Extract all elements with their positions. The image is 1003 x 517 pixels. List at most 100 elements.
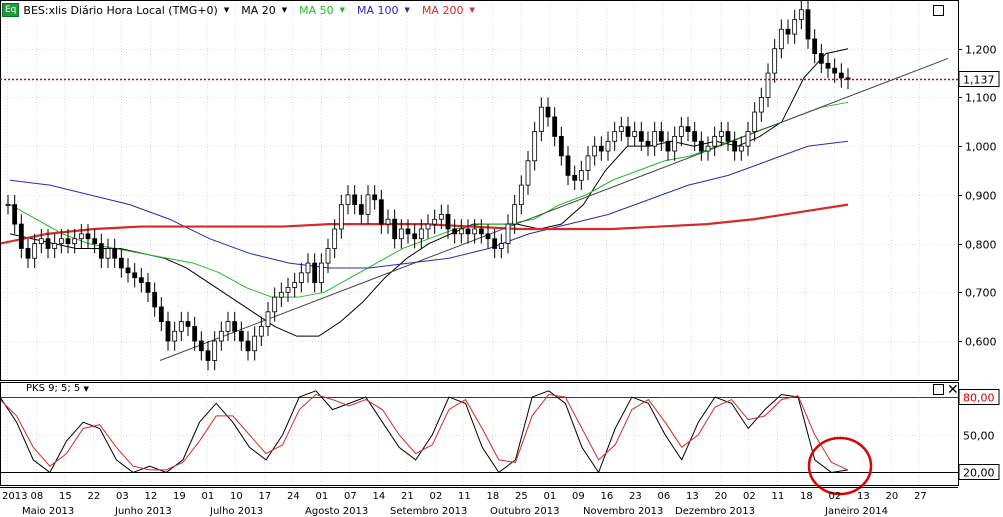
candle [358, 194, 364, 225]
candle-body [445, 213, 451, 230]
candle [265, 302, 271, 337]
candle-body [372, 194, 378, 201]
candle [298, 263, 304, 293]
candle [112, 238, 118, 268]
candle [132, 263, 138, 288]
candle [592, 136, 598, 166]
candle-body [658, 131, 664, 142]
candle [245, 331, 251, 361]
x-day-label: 16 [601, 491, 614, 502]
candle [572, 165, 578, 190]
candle [145, 272, 151, 303]
candle [285, 277, 291, 303]
candle [418, 219, 424, 249]
oscillator-label[interactable]: PKS 9; 5; 5 [26, 383, 81, 394]
candle [612, 121, 618, 152]
candle-body [758, 97, 764, 113]
maximize-icon[interactable] [933, 384, 944, 395]
ma200-label[interactable]: MA 200 [421, 3, 464, 17]
candle-body [72, 238, 78, 244]
x-day-label: 13 [686, 491, 699, 502]
candle [345, 185, 351, 215]
candle-body [332, 228, 338, 249]
x-month-label: Julho 2013 [209, 506, 263, 517]
y-tick-label: 0,600 [965, 336, 997, 349]
chevron-down-icon[interactable]: ▼ [404, 6, 410, 14]
candle-body [58, 238, 64, 244]
candle-body [538, 106, 544, 132]
candle [798, 0, 804, 30]
candle-body [192, 326, 198, 342]
x-day-label: 10 [230, 491, 243, 502]
x-day-label: 01 [544, 491, 557, 502]
candle-body [565, 155, 571, 176]
candle-body [838, 72, 844, 79]
x-day-label: 25 [515, 491, 528, 502]
candle-body [772, 48, 778, 74]
candle [498, 233, 504, 259]
candle [32, 233, 38, 268]
y-tick-label: 1,100 [965, 92, 997, 105]
candle-body [45, 238, 51, 249]
candle-body [38, 238, 44, 244]
candle [805, 0, 811, 49]
candle [545, 97, 551, 127]
close-icon[interactable]: ✕ [947, 382, 959, 398]
chevron-down-icon[interactable]: ▼ [469, 6, 475, 14]
candle [118, 248, 124, 278]
osc-k-line [0, 390, 849, 474]
candle-body [425, 223, 431, 230]
candle-body [52, 243, 58, 249]
candle-body [405, 228, 411, 235]
candle [478, 219, 484, 244]
candle [318, 253, 324, 293]
chevron-down-icon[interactable]: ▼ [281, 6, 288, 14]
candle-body [705, 145, 711, 152]
candle [678, 116, 684, 147]
instrument-badge: Eq [2, 3, 20, 17]
candle-body [325, 248, 331, 264]
candle-body [585, 155, 591, 171]
chevron-down-icon[interactable]: ▼ [223, 6, 230, 14]
candle-body [205, 350, 211, 361]
x-month-label: Outubro 2013 [490, 506, 559, 517]
candle [292, 272, 298, 298]
candle-body [692, 131, 698, 142]
candle-body [5, 204, 11, 207]
x-day-label: 07 [344, 491, 357, 502]
candle [738, 136, 744, 161]
candle [758, 87, 764, 122]
maximize-icon[interactable] [933, 5, 944, 16]
candle [785, 19, 791, 44]
candle-body [672, 136, 678, 152]
candle [725, 121, 731, 152]
candle [425, 214, 431, 239]
candle-body [545, 106, 551, 118]
candle [825, 53, 831, 78]
ma50-label[interactable]: MA 50 [299, 3, 334, 17]
x-day-label: 19 [173, 491, 186, 502]
candle-body [172, 330, 178, 342]
x-day-label: 02 [430, 491, 443, 502]
candle [5, 194, 11, 215]
chevron-down-icon[interactable]: ▼ [339, 6, 346, 14]
candle [172, 321, 178, 351]
candle [792, 9, 798, 44]
candle [598, 136, 604, 161]
symbol-label[interactable]: BES:xlis Diário Hora Local (TMG+0) [23, 3, 218, 17]
ma20-label[interactable]: MA 20 [241, 3, 276, 17]
candle-body [458, 228, 464, 235]
ma100-label[interactable]: MA 100 [357, 3, 399, 17]
candle-body [125, 267, 131, 274]
x-day-label: 11 [458, 491, 471, 502]
candle-body [732, 140, 738, 152]
candle [438, 204, 444, 229]
candle [338, 194, 344, 239]
candle [212, 331, 218, 371]
candle [452, 219, 458, 244]
candle [405, 219, 411, 244]
chevron-down-icon[interactable]: ▼ [83, 385, 89, 393]
candle-body [525, 160, 531, 186]
candle-body [305, 262, 311, 274]
